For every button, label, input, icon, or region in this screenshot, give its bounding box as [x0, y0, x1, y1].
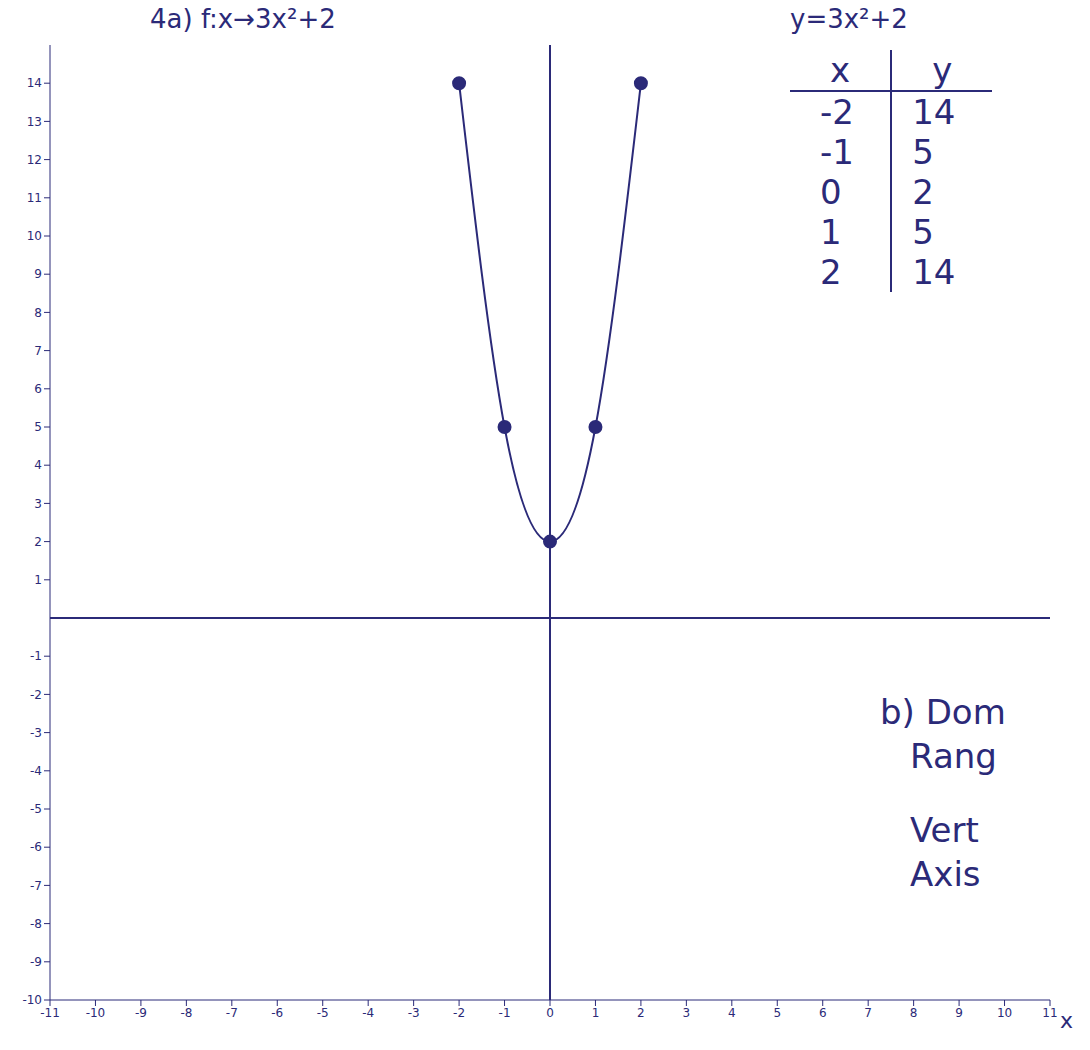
svg-text:13: 13	[27, 115, 42, 129]
html-text:Axis: Axis	[910, 854, 981, 894]
svg-text:-3: -3	[408, 1006, 420, 1020]
svg-text:-10: -10	[22, 993, 42, 1007]
html-text:-2: -2	[820, 92, 854, 132]
svg-text:4: 4	[34, 458, 42, 472]
html-text:2: 2	[912, 172, 934, 212]
svg-text:-4: -4	[30, 764, 42, 778]
svg-text:3: 3	[683, 1006, 691, 1020]
svg-text:-8: -8	[180, 1006, 192, 1020]
svg-text:7: 7	[864, 1006, 872, 1020]
svg-text:9: 9	[34, 267, 42, 281]
svg-text:0: 0	[546, 1006, 554, 1020]
svg-text:-8: -8	[30, 917, 42, 931]
svg-text:-6: -6	[271, 1006, 283, 1020]
svg-text:10: 10	[27, 229, 42, 243]
svg-text:-1: -1	[30, 649, 42, 663]
html-text:b) Dom: b) Dom	[880, 692, 1006, 732]
svg-text:7: 7	[34, 344, 42, 358]
svg-text:8: 8	[34, 306, 42, 320]
html-text:14: 14	[912, 252, 956, 292]
svg-text:8: 8	[910, 1006, 918, 1020]
svg-text:-1: -1	[499, 1006, 511, 1020]
svg-text:12: 12	[27, 153, 42, 167]
svg-text:9: 9	[955, 1006, 963, 1020]
svg-text:-4: -4	[362, 1006, 374, 1020]
svg-text:3: 3	[34, 497, 42, 511]
svg-text:4: 4	[728, 1006, 736, 1020]
svg-text:2: 2	[34, 535, 42, 549]
svg-text:5: 5	[773, 1006, 781, 1020]
html-text:y: y	[932, 50, 953, 90]
svg-text:-2: -2	[30, 688, 42, 702]
html-text:4a) f:x→3x²+2: 4a) f:x→3x²+2	[150, 4, 336, 34]
svg-text:x: x	[1060, 1008, 1073, 1033]
html-text:5: 5	[912, 132, 934, 172]
svg-text:-3: -3	[30, 726, 42, 740]
svg-text:6: 6	[34, 382, 42, 396]
html-text:y=3x²+2: y=3x²+2	[790, 4, 908, 34]
html-text:5: 5	[912, 212, 934, 252]
svg-text:11: 11	[1042, 1006, 1057, 1020]
svg-text:-11: -11	[40, 1006, 60, 1020]
svg-text:2: 2	[637, 1006, 645, 1020]
svg-text:-9: -9	[135, 1006, 147, 1020]
svg-text:-10: -10	[86, 1006, 106, 1020]
html-text:Vert: Vert	[910, 810, 979, 850]
html-text:Rang: Rang	[910, 736, 997, 776]
html-text:2: 2	[820, 252, 842, 292]
svg-text:-5: -5	[30, 802, 42, 816]
svg-text:-9: -9	[30, 955, 42, 969]
svg-text:11: 11	[27, 191, 42, 205]
svg-text:5: 5	[34, 420, 42, 434]
svg-text:1: 1	[34, 573, 42, 587]
svg-text:10: 10	[997, 1006, 1012, 1020]
html-text:x: x	[830, 50, 851, 90]
html-text:1: 1	[820, 212, 842, 252]
html-text:-1: -1	[820, 132, 854, 172]
svg-text:-5: -5	[317, 1006, 329, 1020]
svg-text:-6: -6	[30, 840, 42, 854]
svg-text:14: 14	[27, 76, 42, 90]
svg-text:1: 1	[592, 1006, 600, 1020]
svg-text:-7: -7	[30, 879, 42, 893]
svg-text:-2: -2	[453, 1006, 465, 1020]
html-text:0: 0	[820, 172, 842, 212]
svg-text:-7: -7	[226, 1006, 238, 1020]
html-text:14: 14	[912, 92, 956, 132]
svg-text:6: 6	[819, 1006, 827, 1020]
